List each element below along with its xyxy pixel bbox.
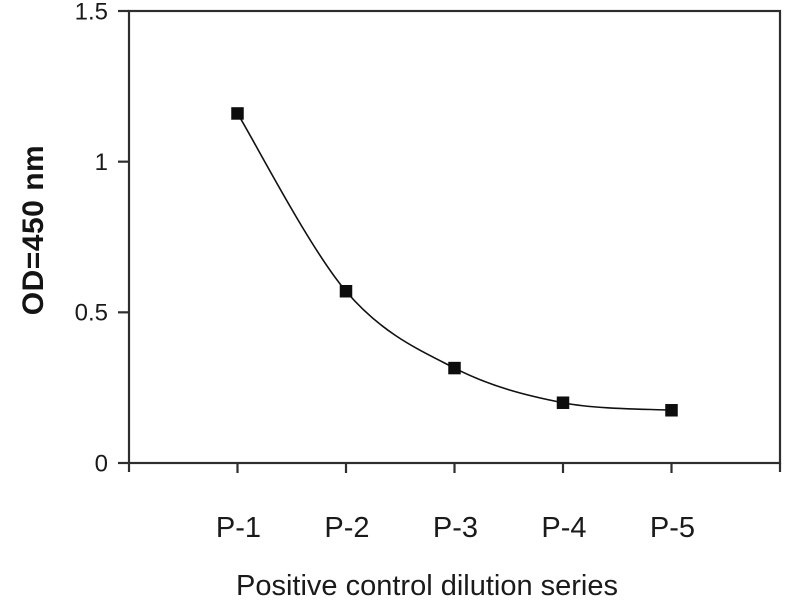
- y-axis-tick-label: 1: [95, 149, 108, 176]
- x-axis-title: Positive control dilution series: [235, 570, 619, 600]
- data-point-marker: [448, 361, 461, 375]
- data-point-marker: [231, 107, 244, 120]
- data-point-marker: [556, 396, 570, 409]
- x-axis-tick-label: P-2: [324, 512, 369, 544]
- y-axis-tick-label: 0.5: [75, 300, 108, 327]
- y-axis-tick-label: 0: [95, 450, 108, 477]
- data-point-marker: [665, 404, 678, 417]
- x-axis-tick-label: P-3: [433, 512, 478, 544]
- series-line: [236, 113, 672, 412]
- x-axis-tick-label: P-1: [216, 512, 261, 544]
- y-axis-title: OD=450 nm: [17, 144, 50, 316]
- x-axis-tick-label: P-4: [541, 512, 586, 544]
- y-axis-tick-label: 1.5: [75, 0, 108, 25]
- data-point-marker: [339, 284, 353, 298]
- x-axis-tick-label: P-5: [650, 512, 695, 544]
- plot-border: [127, 9, 782, 465]
